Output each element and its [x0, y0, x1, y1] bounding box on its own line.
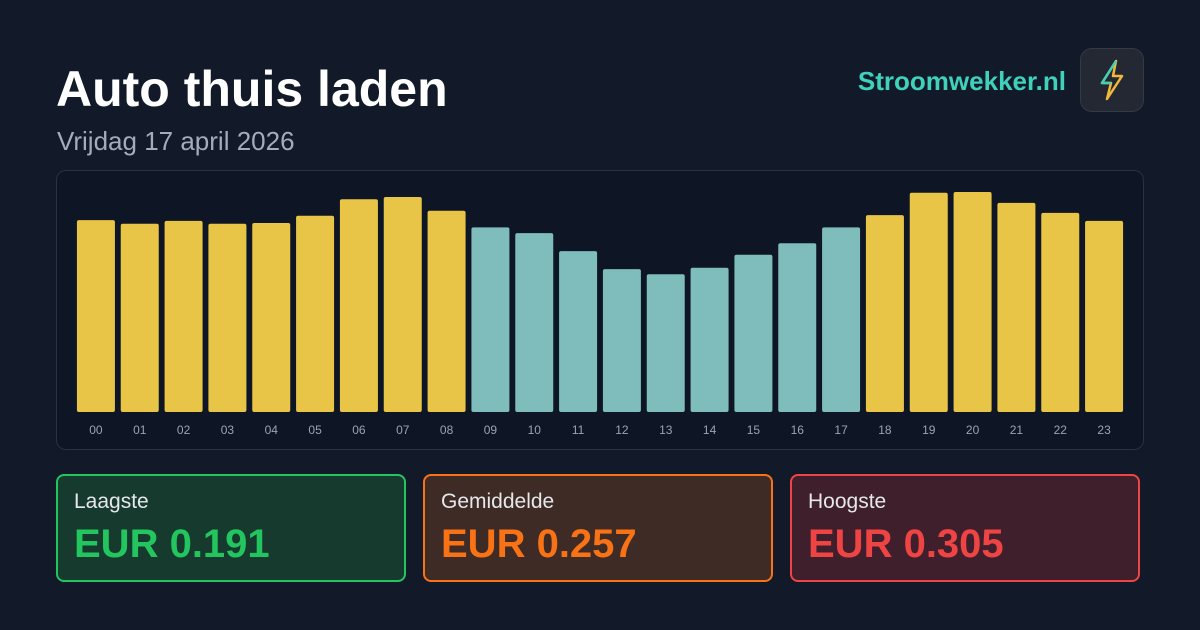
x-tick-label: 00 — [89, 423, 103, 437]
x-tick-label: 17 — [834, 423, 848, 437]
x-tick-label: 01 — [133, 423, 147, 437]
bar — [339, 199, 378, 412]
stat-card: Laagste EUR 0.191 — [56, 474, 406, 582]
x-tick-label: 16 — [791, 423, 805, 437]
bar — [690, 267, 729, 412]
brand[interactable]: Stroomwekker.nl — [857, 66, 1066, 96]
x-tick-label: 04 — [265, 423, 279, 437]
stat-label: Gemiddelde — [441, 490, 555, 513]
bar — [646, 274, 685, 412]
stat-value: EUR 0.305 — [808, 522, 1004, 566]
x-tick-label: 08 — [440, 423, 454, 437]
stat-card: Hoogste EUR 0.305 — [790, 474, 1140, 582]
bar — [383, 197, 422, 412]
bar — [252, 223, 291, 412]
bar — [208, 223, 247, 412]
bar — [515, 233, 554, 412]
x-tick-label: 13 — [659, 423, 673, 437]
bar — [471, 227, 510, 412]
bar — [778, 243, 817, 412]
x-tick-label: 20 — [966, 423, 980, 437]
bar — [909, 192, 948, 412]
x-tick-label: 03 — [221, 423, 235, 437]
x-tick-label: 22 — [1054, 423, 1068, 437]
bar — [559, 251, 598, 412]
bar — [1085, 220, 1124, 412]
logo-icon — [1100, 59, 1124, 101]
x-tick-label: 05 — [308, 423, 322, 437]
bar — [1041, 212, 1080, 412]
x-tick-label: 12 — [615, 423, 629, 437]
x-tick-label: 07 — [396, 423, 410, 437]
x-tick-label: 14 — [703, 423, 717, 437]
x-tick-label: 18 — [878, 423, 892, 437]
title: Auto thuis laden — [56, 61, 448, 117]
x-tick-label: 23 — [1097, 423, 1111, 437]
x-tick-label: 02 — [177, 423, 191, 437]
x-tick-label: 19 — [922, 423, 936, 437]
bar — [734, 254, 773, 412]
stat-label: Laagste — [74, 490, 149, 513]
x-tick-label: 10 — [528, 423, 542, 437]
x-tick-label: 21 — [1010, 423, 1024, 437]
bar — [953, 192, 992, 412]
bar — [76, 220, 115, 412]
stat-value: EUR 0.191 — [74, 522, 270, 566]
stat-label: Hoogste — [808, 490, 887, 513]
bar — [164, 220, 203, 412]
x-tick-label: 15 — [747, 423, 761, 437]
x-tick-label: 09 — [484, 423, 498, 437]
x-tick-label: 11 — [572, 423, 585, 437]
bar — [296, 215, 335, 412]
bar — [865, 215, 904, 412]
stat-card: Gemiddelde EUR 0.257 — [423, 474, 773, 582]
bar — [120, 223, 159, 412]
x-tick-label: 06 — [352, 423, 366, 437]
logo[interactable] — [1080, 48, 1144, 112]
bar — [997, 202, 1036, 412]
bar — [602, 269, 641, 412]
bar — [822, 227, 861, 412]
bar — [427, 210, 466, 412]
stat-value: EUR 0.257 — [441, 522, 637, 566]
subtitle: Vrijdag 17 april 2026 — [57, 126, 295, 156]
